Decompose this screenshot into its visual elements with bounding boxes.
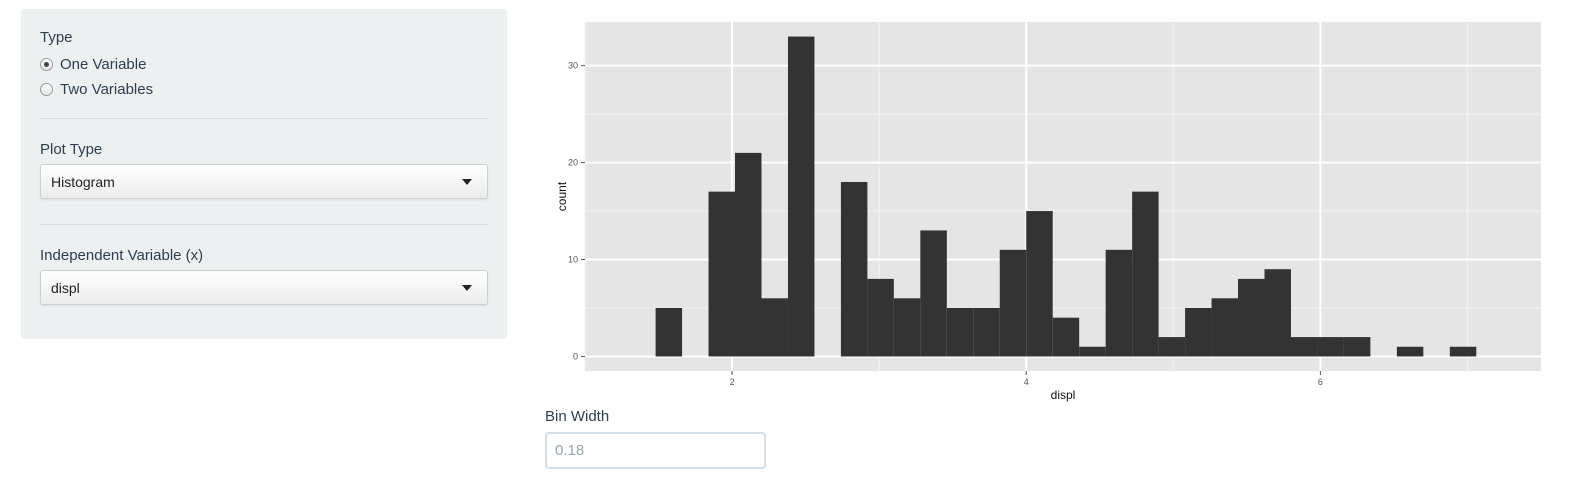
x-variable-value: displ <box>51 279 80 296</box>
bin-width-input[interactable] <box>545 432 766 469</box>
histogram-bar <box>946 307 974 357</box>
histogram-bar <box>735 152 762 357</box>
histogram-bar <box>1079 346 1106 357</box>
histogram-bar <box>999 249 1027 357</box>
plot-type-label: Plot Type <box>40 141 103 158</box>
divider <box>40 118 488 119</box>
histogram-bar <box>1264 269 1291 357</box>
histogram-bar <box>1158 337 1186 357</box>
radio-two-variables[interactable]: Two Variables <box>40 77 488 102</box>
histogram-bar <box>1290 337 1318 357</box>
histogram-bar <box>1026 211 1053 357</box>
histogram-bar <box>1396 346 1424 357</box>
divider <box>40 224 488 225</box>
histogram-bar <box>1343 337 1371 357</box>
histogram-bar <box>1449 346 1477 357</box>
type-label: Type <box>40 29 73 46</box>
histogram-chart: 2 4 6 0 10 20 30 displ count <box>545 10 1545 410</box>
histogram-bar <box>708 191 736 357</box>
histogram-bar <box>787 36 815 357</box>
histogram-bar <box>1211 298 1239 357</box>
y-axis-title: count <box>555 181 569 211</box>
type-radio-group: One Variable Two Variables <box>40 52 488 102</box>
y-tick-label: 20 <box>568 158 578 168</box>
x-tick-label: 4 <box>1024 377 1029 387</box>
histogram-bar <box>1238 278 1265 357</box>
radio-label-one-variable: One Variable <box>60 56 147 73</box>
caret-down-icon <box>462 285 472 291</box>
radio-label-two-variables: Two Variables <box>60 81 154 98</box>
histogram-svg: 2 4 6 0 10 20 30 displ count <box>555 22 1541 402</box>
histogram-bar <box>1052 317 1080 357</box>
plot-type-select[interactable]: Histogram <box>40 164 488 199</box>
y-tick-label: 10 <box>568 255 578 265</box>
histogram-bar <box>840 181 868 357</box>
histogram-bar <box>920 230 947 357</box>
radio-one-variable[interactable]: One Variable <box>40 52 488 77</box>
x-tick-label: 2 <box>730 377 735 387</box>
y-tick-label: 30 <box>568 61 578 71</box>
histogram-bar <box>973 307 1000 357</box>
histogram-bar <box>1132 191 1159 357</box>
radio-button-two-variables[interactable] <box>40 83 53 96</box>
radio-button-one-variable[interactable] <box>40 58 53 71</box>
histogram-bar <box>761 298 788 357</box>
histogram-bar <box>1317 337 1344 357</box>
caret-down-icon <box>462 179 472 185</box>
x-variable-label: Independent Variable (x) <box>40 247 204 264</box>
histogram-bar <box>867 278 894 357</box>
sidebar-panel: Type One Variable Two Variables Plot Typ… <box>21 9 507 339</box>
bin-width-label: Bin Width <box>545 408 610 425</box>
y-tick-label: 0 <box>573 351 578 361</box>
x-variable-select[interactable]: displ <box>40 270 488 305</box>
x-axis-title: displ <box>1051 388 1076 402</box>
plot-type-value: Histogram <box>51 173 115 190</box>
x-tick-label: 6 <box>1318 377 1323 387</box>
histogram-bar <box>1105 249 1133 357</box>
histogram-bar <box>655 307 683 357</box>
histogram-bar <box>893 298 921 357</box>
histogram-bar <box>1185 307 1212 357</box>
